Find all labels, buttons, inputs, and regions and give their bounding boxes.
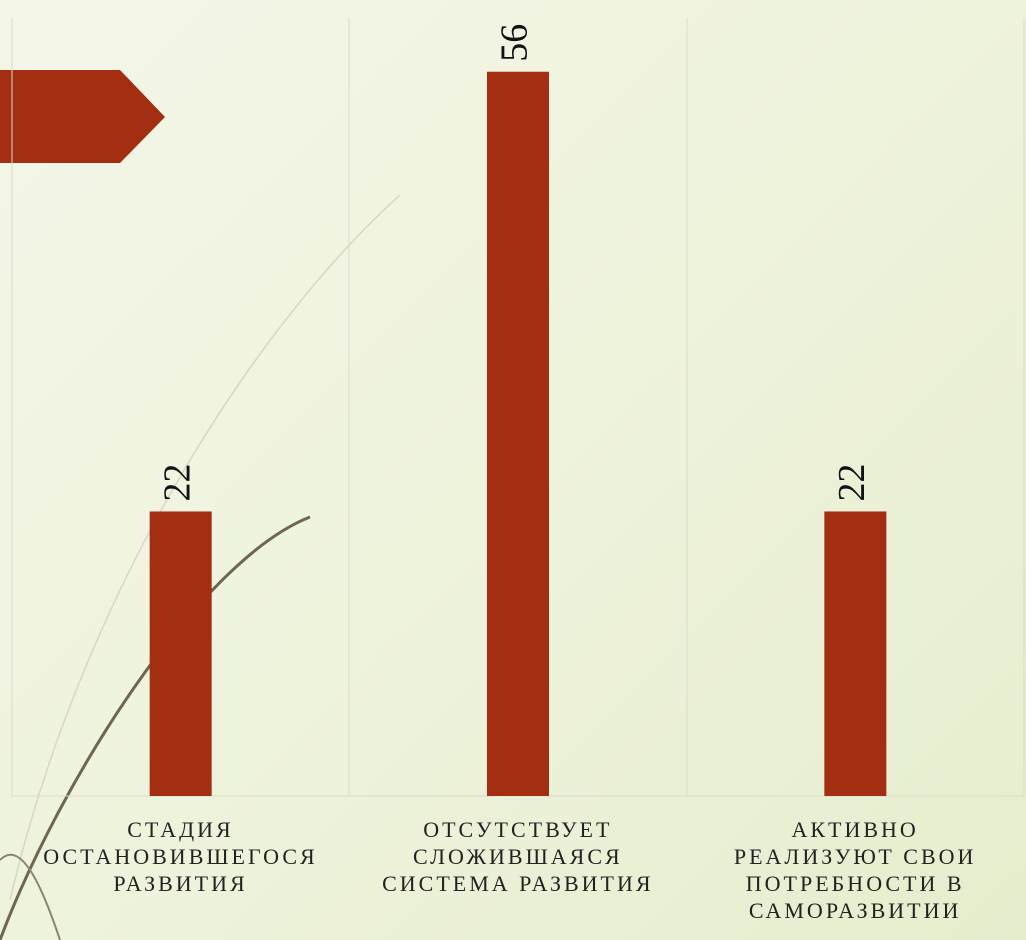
category-label: СТАДИЯ ОСТАНОВИВШЕГОСЯ РАЗВИТИЯ: [43, 817, 318, 896]
bar: [487, 71, 549, 796]
bar: [149, 511, 212, 796]
category-label: АКТИВНО РЕАЛИЗУЮТ СВОИ ПОТРЕБНОСТИ В САМ…: [733, 817, 977, 923]
category-label: ОТСУТСТВУЕТ СЛОЖИВШАЯСЯ СИСТЕМА РАЗВИТИЯ: [382, 817, 654, 896]
value-label: 22: [831, 463, 873, 501]
value-label: 56: [494, 24, 536, 62]
bar: [824, 511, 887, 796]
decoration: [0, 70, 401, 940]
value-label: 22: [156, 463, 198, 501]
